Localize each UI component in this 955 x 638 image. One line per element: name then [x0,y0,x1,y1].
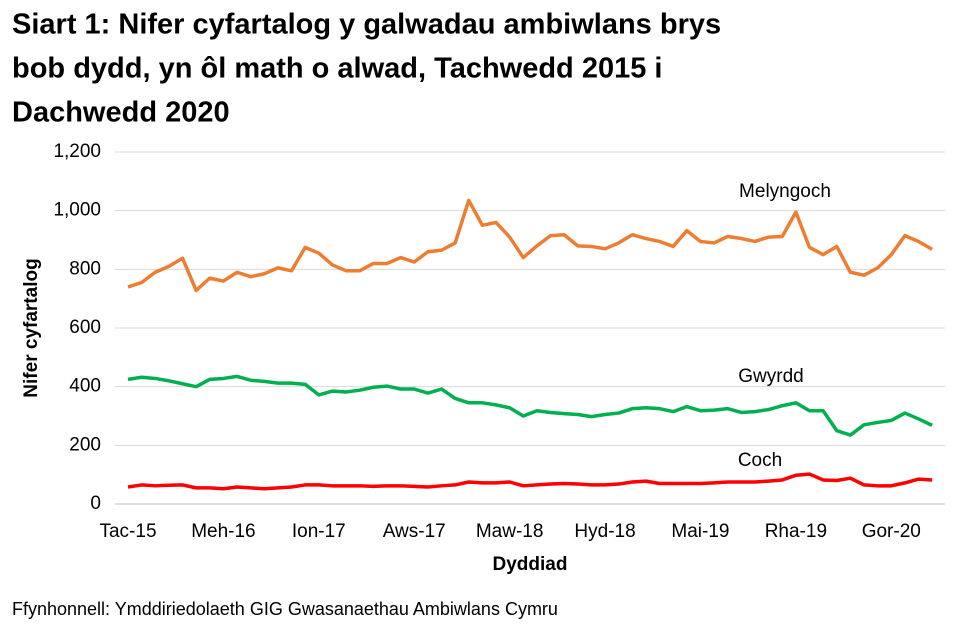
x-tick-label: Hyd-18 [574,521,635,542]
series-label: Coch [738,450,782,471]
x-tick-label: Aws-17 [383,521,446,542]
chart-title: Dachwedd 2020 [12,97,230,129]
y-tick-label: 0 [90,493,101,514]
series-label: Melyngoch [739,181,831,202]
x-tick-label: Ion-17 [292,521,346,542]
y-tick-label: 600 [69,317,101,338]
y-axis-label: Nifer cyfartalog [21,258,42,397]
x-tick-label: Meh-16 [191,521,255,542]
x-tick-label: Rha-19 [765,521,827,542]
x-axis-label: Dyddiad [493,554,568,575]
y-tick-label: 1,000 [53,200,101,221]
x-tick-label: Mai-19 [671,521,729,542]
series-line [127,374,933,437]
chart-title: bob dydd, yn ôl math o alwad, Tachwedd 2… [12,53,662,85]
x-tick-label: Maw-18 [476,521,544,542]
series-label: Gwyrdd [738,366,803,387]
chart-title: Siart 1: Nifer cyfartalog y galwadau amb… [12,9,721,41]
series-line [127,198,934,293]
source-note: Ffynhonnell: Ymddiriedolaeth GIG Gwasana… [12,599,558,619]
x-tick-label: Tac-15 [99,521,156,542]
y-tick-label: 200 [69,434,101,455]
x-tick-label: Gor-20 [862,521,921,542]
y-tick-label: 800 [69,258,101,279]
y-tick-label: 400 [69,376,101,397]
series-line [127,472,933,491]
y-tick-label: 1,200 [53,141,101,162]
